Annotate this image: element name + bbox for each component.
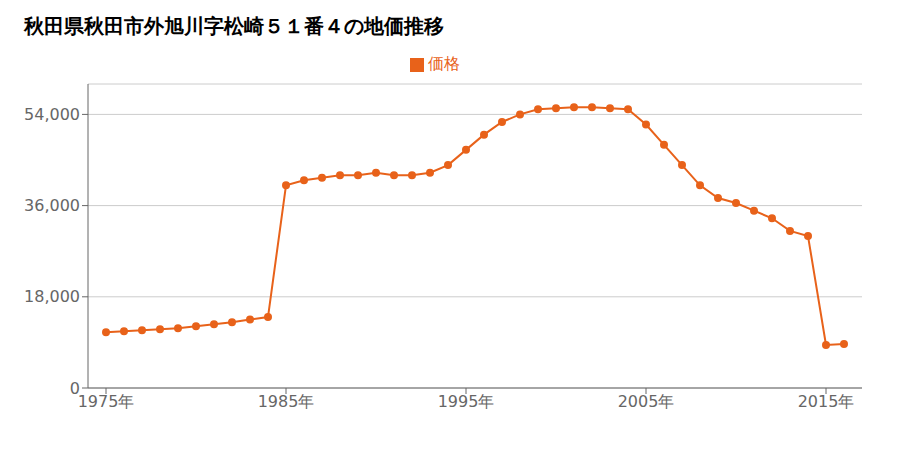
svg-text:1975年: 1975年	[78, 392, 135, 411]
svg-text:1995年: 1995年	[438, 392, 495, 411]
svg-text:2005年: 2005年	[618, 392, 675, 411]
svg-text:36,000: 36,000	[24, 196, 80, 215]
svg-text:18,000: 18,000	[24, 287, 80, 306]
html-text:価格: 価格	[428, 54, 460, 73]
svg-text:1985年: 1985年	[258, 392, 315, 411]
svg-text:54,000: 54,000	[24, 105, 80, 124]
svg-text:0: 0	[70, 379, 80, 398]
html-text:秋田県秋田市外旭川字松崎５１番４の地価推移: 秋田県秋田市外旭川字松崎５１番４の地価推移	[24, 14, 444, 38]
svg-text:2015年: 2015年	[798, 392, 855, 411]
